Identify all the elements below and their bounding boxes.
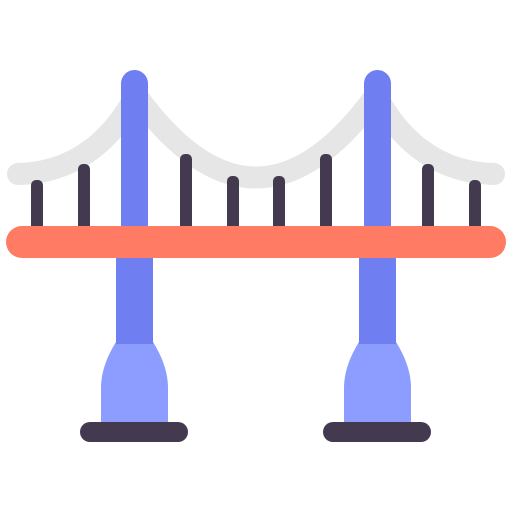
hanger: [469, 180, 481, 232]
cable-center-span: [125, 84, 387, 189]
right-pier: [344, 342, 411, 424]
bridge-deck: [6, 226, 506, 258]
cable-right-outer: [365, 84, 505, 185]
hanger: [78, 164, 90, 232]
main-cables: [7, 84, 505, 189]
cable-left-outer: [7, 84, 147, 185]
left-tower-lower-section: [116, 250, 153, 344]
hanger: [180, 154, 192, 232]
right-tower-lower-section: [359, 250, 396, 344]
left-tower: [80, 70, 188, 442]
hanger: [31, 180, 43, 232]
right-tower: [323, 70, 431, 442]
right-base-plate: [323, 422, 431, 442]
left-base-plate: [80, 422, 188, 442]
left-pier: [101, 342, 168, 424]
hangers: [31, 154, 481, 232]
hanger: [422, 164, 434, 232]
hanger: [273, 176, 285, 232]
hanger: [320, 154, 332, 232]
hanger: [227, 176, 239, 232]
